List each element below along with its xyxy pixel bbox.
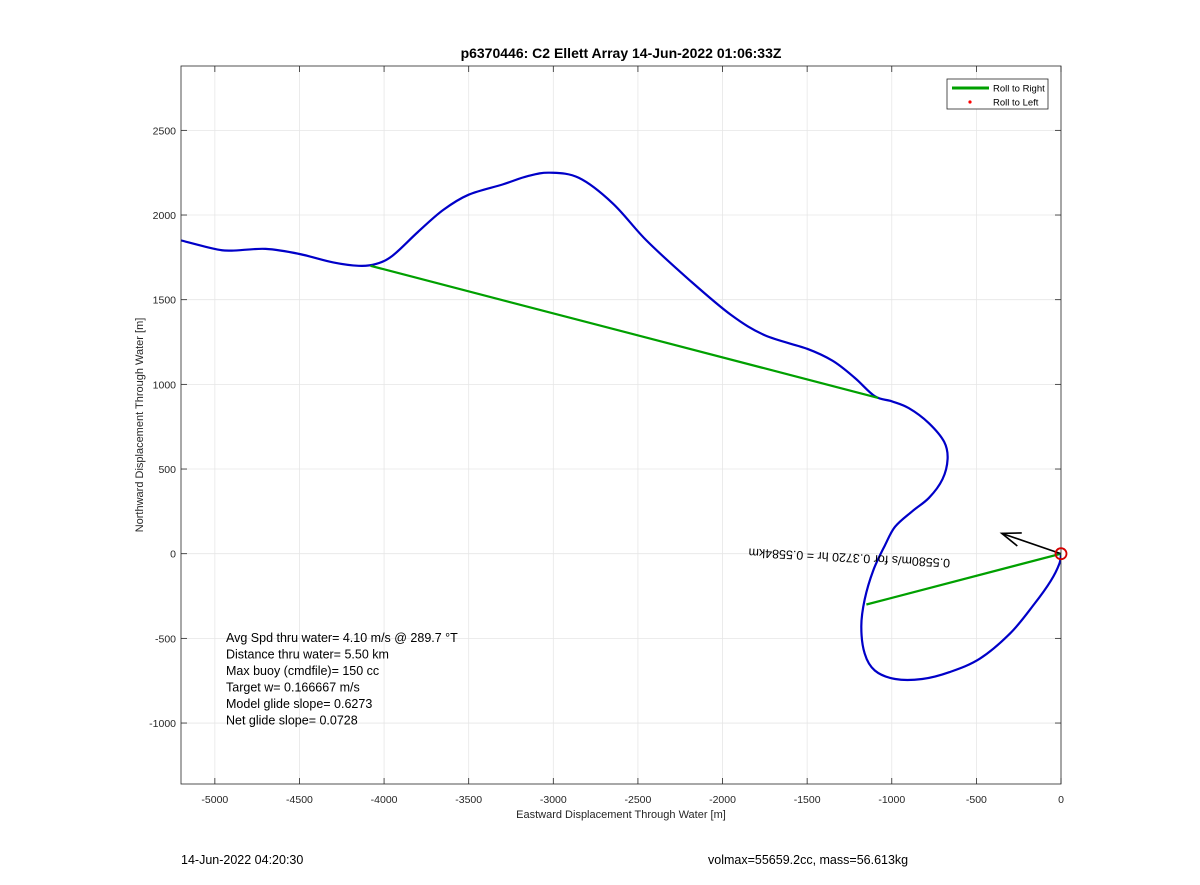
x-tick-label: -500 [966,794,987,806]
y-tick-label: 0 [170,549,176,561]
stats-annotations: Avg Spd thru water= 4.10 m/s @ 289.7 °T D… [226,631,458,728]
y-axis-label: Northward Displacement Through Water [m] [134,318,146,533]
stats-line: Avg Spd thru water= 4.10 m/s @ 289.7 °T [226,631,458,645]
x-tick-label: -3500 [455,794,482,806]
y-tick-label: -1000 [149,718,176,730]
current-arrow-shaft [1001,532,1061,555]
legend-dot-swatch [968,100,972,104]
y-tick-label: 500 [158,464,176,476]
legend-label: Roll to Right [993,84,1045,95]
x-tick-label: -4000 [371,794,398,806]
current-arrow-head [999,532,1022,547]
x-tick-label: -2500 [624,794,651,806]
x-tick-label: -4500 [286,794,313,806]
legend: Roll to Right Roll to Left [946,78,1049,110]
stats-line: Model glide slope= 0.6273 [226,697,372,711]
chart-title: p6370446: C2 Ellett Array 14-Jun-2022 01… [461,45,782,61]
stats-line: Target w= 0.166667 m/s [226,681,360,695]
x-axis-label: Eastward Displacement Through Water [m] [516,809,726,821]
x-tick-label: 0 [1058,794,1064,806]
x-tick-label: -5000 [201,794,228,806]
footer-volmax-mass: volmax=55659.2cc, mass=56.613kg [708,853,909,867]
footer-timestamp: 14-Jun-2022 04:20:30 [181,853,304,867]
end-position-marker [1054,547,1068,561]
stats-line: Net glide slope= 0.0728 [226,714,358,728]
y-tick-labels: -1000 -500 0 500 1000 1500 2000 2500 [149,125,176,730]
stats-line: Distance thru water= 5.50 km [226,648,389,662]
stats-line: Max buoy (cmdfile)= 150 cc [226,664,379,678]
plot-frame [180,65,1062,785]
y-tick-label: 1000 [153,379,177,391]
legend-box [946,78,1049,110]
x-tick-label: -1000 [878,794,905,806]
roll-to-right-segment [866,552,1061,606]
y-tick-label: 1500 [153,295,177,307]
x-tick-label: -3000 [540,794,567,806]
x-tick-label: -2000 [709,794,736,806]
y-tick-label: 2000 [153,210,177,222]
roll-to-right-segment [370,264,879,399]
y-tick-label: -500 [155,633,176,645]
ticks [181,66,1062,784]
plot-area [181,66,1061,784]
x-tick-label: -1500 [794,794,821,806]
x-tick-labels: -5000 -4500 -4000 -3500 -3000 -2500 -2000 -1500… [201,794,1064,806]
legend-label: Roll to Left [993,98,1039,109]
y-tick-label: 2500 [153,125,177,137]
